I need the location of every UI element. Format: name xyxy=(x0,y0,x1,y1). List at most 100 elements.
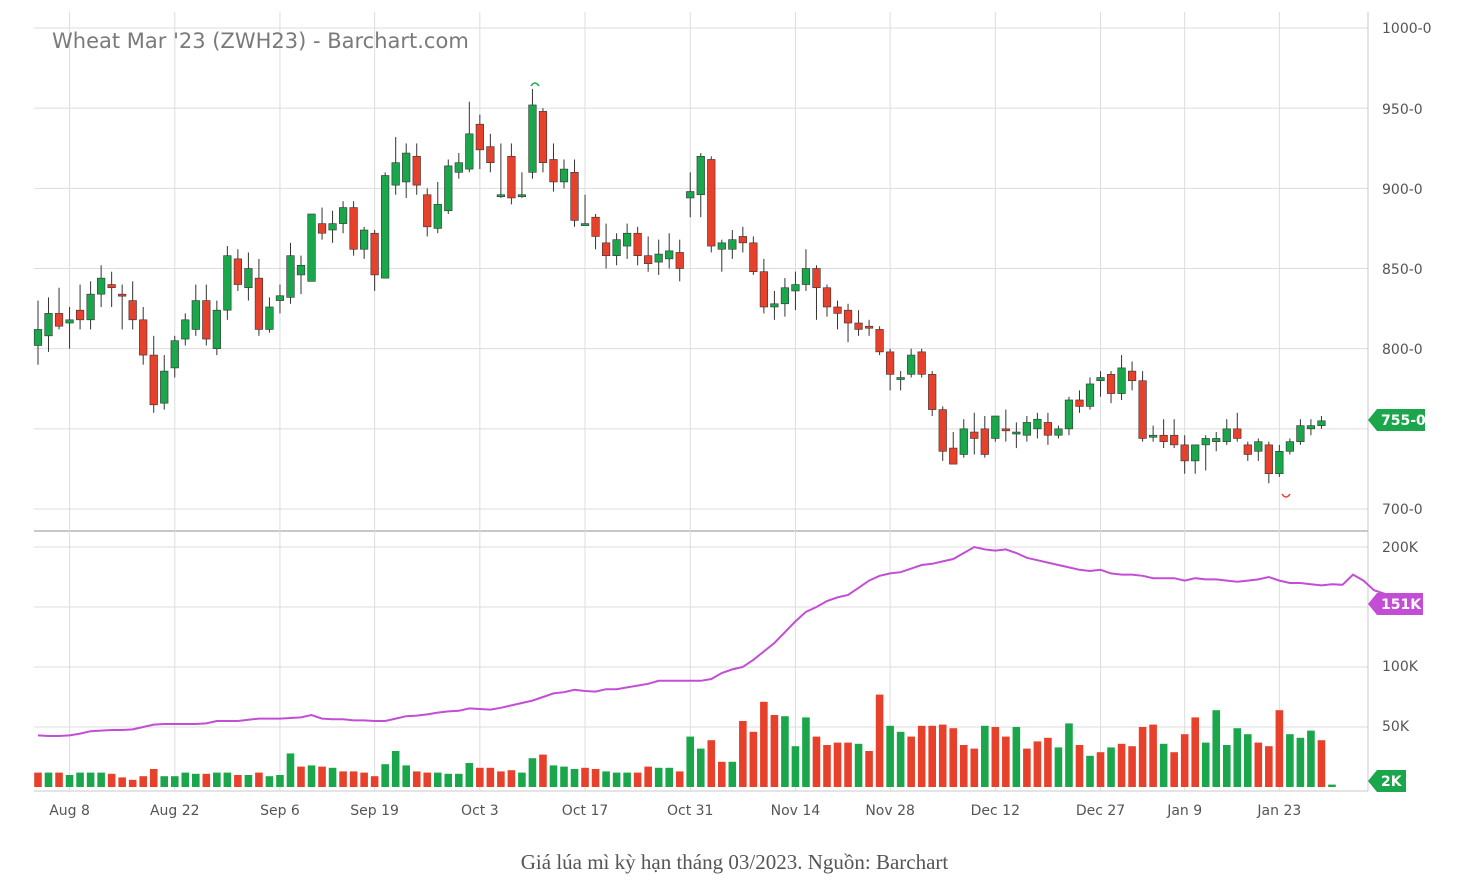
volume-bar xyxy=(917,725,926,787)
volume-bar xyxy=(991,727,1000,787)
volume-bar xyxy=(391,751,400,787)
volume-bar xyxy=(549,765,558,787)
candle xyxy=(97,265,106,307)
volume-bar xyxy=(465,763,474,787)
volume-bar xyxy=(234,775,242,787)
candle xyxy=(1096,371,1105,397)
x-tick-label: Dec 12 xyxy=(971,803,1020,819)
candle xyxy=(717,239,726,272)
volume-bar xyxy=(160,776,169,787)
volume-bar xyxy=(433,772,442,787)
candle xyxy=(759,258,768,314)
volume-bar xyxy=(1065,723,1073,787)
volume-bar xyxy=(1096,752,1105,787)
volume-bar xyxy=(981,725,989,787)
candle xyxy=(202,284,211,346)
candle xyxy=(486,133,495,173)
candle xyxy=(1212,432,1221,452)
volume-bar xyxy=(170,776,179,787)
volume-bar xyxy=(360,772,368,787)
candle xyxy=(907,348,916,378)
candle xyxy=(275,284,285,314)
candle xyxy=(254,258,264,336)
volume-tick-label: 200K xyxy=(1382,540,1419,556)
candle xyxy=(559,159,569,189)
volume-bar xyxy=(865,751,873,787)
candle xyxy=(317,207,327,240)
volume-bar xyxy=(854,743,863,787)
candle xyxy=(780,278,790,317)
volume-bar xyxy=(65,775,74,787)
price-tick-label: 1000-0 xyxy=(1382,21,1432,37)
volume-bar xyxy=(507,770,516,787)
volume-bar xyxy=(696,748,705,787)
candle xyxy=(170,335,179,378)
volume-bar xyxy=(339,771,347,787)
volume-bar xyxy=(938,724,947,787)
volume-bar xyxy=(1275,710,1284,787)
caption: Giá lúa mì kỳ hạn tháng 03/2023. Nguồn: … xyxy=(520,850,949,874)
candle xyxy=(139,306,148,365)
candle xyxy=(433,181,442,234)
candle xyxy=(1127,361,1137,391)
x-tick-label: Aug 22 xyxy=(150,803,200,819)
candle xyxy=(686,172,695,218)
volume-bar xyxy=(686,736,695,787)
volume-bar xyxy=(1044,737,1052,787)
candle xyxy=(728,230,737,259)
candle xyxy=(1106,371,1116,404)
volume-bar xyxy=(1033,741,1042,787)
volume-bar xyxy=(1317,740,1326,787)
candle xyxy=(65,306,74,349)
x-tick-label: Nov 14 xyxy=(771,803,821,819)
volume-bar xyxy=(539,754,547,787)
price-tick-label: 950-0 xyxy=(1382,102,1423,118)
candle xyxy=(118,284,127,330)
last-price-badge: 755-0 xyxy=(1368,409,1426,431)
candle xyxy=(854,310,863,336)
candle xyxy=(412,143,421,195)
candle xyxy=(770,290,779,320)
volume-bar xyxy=(381,764,389,787)
candle xyxy=(1170,419,1179,449)
x-axis: Aug 8 Aug 22 Sep 6 Sep 19 Oct 3 Oct 17 Oct 31 N… xyxy=(49,803,1301,819)
volume-bar xyxy=(455,773,463,787)
open-interest-label: 151K xyxy=(1381,597,1422,613)
volume-bar xyxy=(959,745,968,787)
chart-title: Wheat Mar '23 (ZWH23) - Barchart.com xyxy=(52,29,469,53)
candle xyxy=(338,201,348,234)
candle xyxy=(1022,416,1031,442)
open-interest-badge: 151K xyxy=(1368,593,1423,615)
x-tick-label: Nov 28 xyxy=(865,803,915,819)
candle xyxy=(1317,416,1326,429)
candle xyxy=(665,233,674,269)
volume-tick-label: 100K xyxy=(1382,659,1419,675)
volume-bar xyxy=(1222,745,1231,787)
candle xyxy=(349,201,358,256)
high-low-markers xyxy=(530,82,1291,498)
candle xyxy=(538,108,548,173)
candle xyxy=(265,297,274,333)
candle xyxy=(654,239,663,275)
volume-bar xyxy=(476,767,484,787)
last-price-label: 755-0 xyxy=(1381,413,1426,429)
volume-bar xyxy=(1233,728,1242,787)
price-y-axis: 1000-0 950-0 900-0 850-0 800-0 700-0 xyxy=(1382,21,1432,518)
volume-bar xyxy=(44,772,53,787)
volume-bar xyxy=(781,716,789,787)
candle xyxy=(86,281,95,330)
volume-bar xyxy=(107,773,116,787)
candle xyxy=(107,271,116,307)
volume-bar xyxy=(223,772,232,787)
volume-bar xyxy=(833,742,842,787)
volume-label: 2K xyxy=(1381,774,1403,790)
candle xyxy=(822,284,832,317)
volume-bar xyxy=(202,773,211,787)
candle xyxy=(591,213,600,250)
volume-tick-label: 50K xyxy=(1382,719,1410,735)
x-tick-label: Sep 19 xyxy=(350,803,399,819)
volume-series xyxy=(34,694,1336,787)
candle xyxy=(949,432,958,465)
volume-bar xyxy=(802,717,810,787)
candle xyxy=(696,153,705,218)
